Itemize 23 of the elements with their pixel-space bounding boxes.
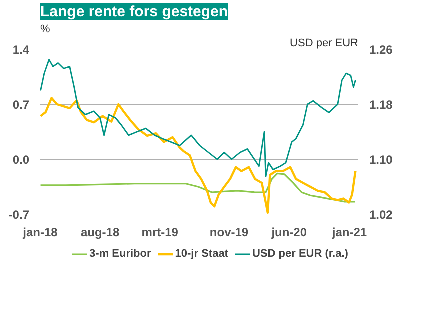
legend-label: 10-jr Staat xyxy=(175,248,228,260)
y-tick-label: 1.4 xyxy=(12,43,30,57)
legend-label: USD per EUR (r.a.) xyxy=(252,248,348,260)
legend-label: 3-m Euribor xyxy=(90,248,152,260)
line-series xyxy=(40,59,356,178)
y2-tick-label: 1.26 xyxy=(370,43,394,57)
y2-tick-label: 1.02 xyxy=(370,208,394,222)
y2-axis-title: USD per EUR xyxy=(290,38,359,50)
y-tick-label: 0.7 xyxy=(12,98,30,112)
y2-tick-label: 1.18 xyxy=(370,98,394,112)
x-tick-label: jun-20 xyxy=(270,226,308,240)
x-tick-label: nov-19 xyxy=(210,226,249,240)
line-series xyxy=(40,97,357,214)
y2-tick-label: 1.10 xyxy=(370,153,394,167)
y-axis-title: % xyxy=(40,24,50,36)
line-series xyxy=(40,172,356,203)
y-tick-label: -0.7 xyxy=(8,208,30,222)
x-tick-label: aug-18 xyxy=(80,226,120,240)
x-tick-label: mrt-19 xyxy=(142,226,179,240)
x-tick-label: jan-18 xyxy=(22,226,58,240)
y-tick-label: 0.0 xyxy=(12,153,30,167)
chart-title: Lange rente fors gestegen xyxy=(40,4,228,20)
x-tick-label: jan-21 xyxy=(331,226,368,240)
